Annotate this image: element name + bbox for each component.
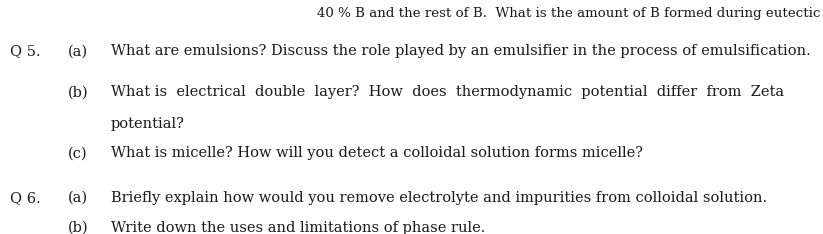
Text: Q 6.: Q 6. (10, 191, 40, 205)
Text: (a): (a) (67, 44, 87, 58)
Text: Briefly explain how would you remove electrolyte and impurities from colloidal s: Briefly explain how would you remove ele… (111, 191, 767, 205)
Text: Write down the uses and limitations of phase rule.: Write down the uses and limitations of p… (111, 221, 486, 234)
Text: (b): (b) (67, 221, 88, 234)
Text: (b): (b) (67, 85, 88, 99)
Text: 40 % B and the rest of B.  What is the amount of B formed during eutectic format: 40 % B and the rest of B. What is the am… (317, 7, 823, 20)
Text: (c): (c) (67, 146, 87, 160)
Text: What is micelle? How will you detect a colloidal solution forms micelle?: What is micelle? How will you detect a c… (111, 146, 643, 160)
Text: (a): (a) (67, 191, 87, 205)
Text: What is  electrical  double  layer?  How  does  thermodynamic  potential  differ: What is electrical double layer? How doe… (111, 85, 784, 99)
Text: What are emulsions? Discuss the role played by an emulsifier in the process of e: What are emulsions? Discuss the role pla… (111, 44, 811, 58)
Text: Q 5.: Q 5. (10, 44, 40, 58)
Text: potential?: potential? (111, 117, 185, 131)
